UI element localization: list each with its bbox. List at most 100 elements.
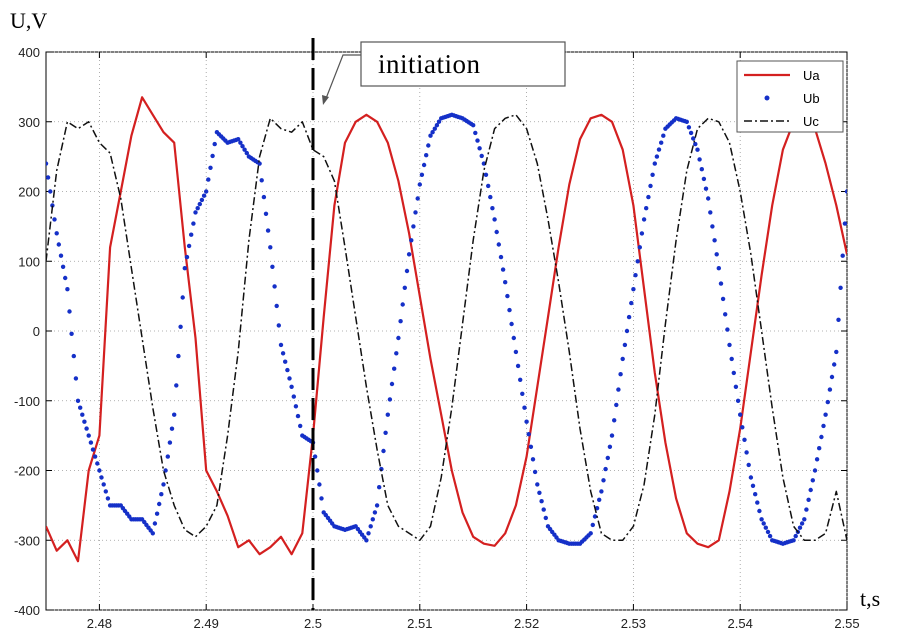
series-ub-point [240, 144, 245, 149]
series-ub-point [195, 206, 200, 211]
series-ub-point [242, 147, 247, 152]
series-ub-point [708, 210, 713, 215]
series-ub-point [763, 525, 768, 530]
series-ub-point [285, 367, 290, 373]
y-tick-label: 400 [18, 45, 40, 60]
series-ub-point [761, 521, 766, 526]
series-ub-point [404, 268, 410, 274]
series-ub-point [52, 217, 57, 222]
series-ub-point [206, 177, 211, 182]
series-ub-point [479, 153, 484, 159]
series-layer [46, 96, 847, 563]
initiation-annotation: initiation [322, 41, 566, 105]
series-ub-point [244, 150, 249, 156]
series-ub-point [738, 412, 743, 417]
series-ub-point [716, 266, 721, 271]
series-ub-point [729, 356, 734, 362]
series-ub-point [56, 242, 61, 247]
series-ub-point [744, 450, 749, 455]
series-ub-point [172, 412, 177, 417]
series-ub-point [105, 496, 111, 501]
x-tick-label: 2.55 [834, 616, 859, 628]
series-ub-point [165, 454, 170, 459]
annotation-box [360, 41, 566, 87]
series-ub-point [539, 499, 544, 504]
y-tick-label: -200 [14, 464, 40, 479]
series-ub-point [383, 430, 388, 435]
series-ub-point [740, 425, 745, 430]
series-ub-point [537, 490, 542, 495]
series-ub-point [819, 434, 824, 440]
series-ub-point [767, 533, 773, 539]
series-ub-point [385, 412, 390, 417]
series-ub-point [793, 533, 798, 539]
series-ub-point [607, 444, 613, 449]
series-ub-point [646, 194, 651, 200]
series-ub-point [701, 176, 707, 182]
series-ub-point [592, 514, 598, 519]
series-ub-point [50, 203, 55, 208]
series-ub-point [152, 521, 158, 526]
series-ub-point [808, 487, 813, 493]
y-tick-label: 0 [33, 324, 40, 339]
series-ub-point [817, 446, 822, 451]
x-tick-label: 2.53 [621, 616, 646, 628]
series-ub-point [684, 119, 689, 125]
series-ub-point [483, 172, 489, 177]
series-ub-point [236, 137, 241, 142]
series-ub-point [374, 503, 380, 508]
series-ub-point [691, 136, 696, 141]
series-ub-point [753, 492, 758, 497]
series-ub-point [697, 157, 702, 162]
series-ub-point [699, 167, 704, 172]
series-ub-point [609, 433, 615, 438]
series-ub-point [406, 252, 412, 257]
y-tick-label: -400 [14, 603, 40, 618]
series-ub-point [62, 275, 68, 281]
series-ub-point [827, 387, 833, 392]
series-ub-point [652, 161, 657, 166]
series-ub-point [75, 398, 81, 403]
series-ub-point [507, 307, 512, 313]
series-ub-point [686, 125, 692, 130]
series-ub-point [661, 133, 666, 138]
series-ub-point [381, 448, 386, 454]
series-ub-point [415, 196, 420, 201]
series-ub-point [498, 254, 504, 260]
series-ub-point [799, 521, 805, 526]
series-ub-point [492, 217, 497, 222]
series-ub-point [80, 412, 85, 417]
series-ub-point [60, 264, 66, 269]
series-ub-point [67, 309, 72, 314]
series-ub-point [814, 457, 820, 462]
series-ub-point [210, 153, 215, 159]
series-ub-point [274, 303, 279, 309]
series-ub-point [366, 531, 371, 536]
series-ub-point [387, 397, 393, 402]
series-ub-point [532, 469, 538, 475]
series-ub-point [838, 285, 843, 290]
series-ub-point [842, 221, 847, 226]
series-ub-point [712, 238, 717, 243]
x-tick-label: 2.52 [514, 616, 539, 628]
series-ub-point [637, 245, 642, 250]
series-ub-point [599, 489, 604, 494]
series-ub-point [639, 231, 645, 236]
series-ub-point [58, 253, 64, 258]
series-ub-point [503, 280, 508, 285]
series-ub-point [641, 217, 647, 222]
series-ub-point [500, 267, 506, 272]
series-ub-point [71, 353, 77, 359]
series-ub-point [193, 210, 198, 215]
series-ub-point [648, 183, 653, 189]
legend: Ua Ub Uc [736, 60, 844, 133]
series-ub-point [511, 335, 516, 341]
series-ub-point [278, 342, 284, 348]
series-ub-point [295, 413, 301, 419]
series-ub-point [276, 323, 281, 328]
series-ub-point [204, 189, 209, 194]
series-ub-point [603, 466, 608, 472]
series-ub-point [757, 508, 762, 514]
series-ub-point [101, 482, 106, 487]
